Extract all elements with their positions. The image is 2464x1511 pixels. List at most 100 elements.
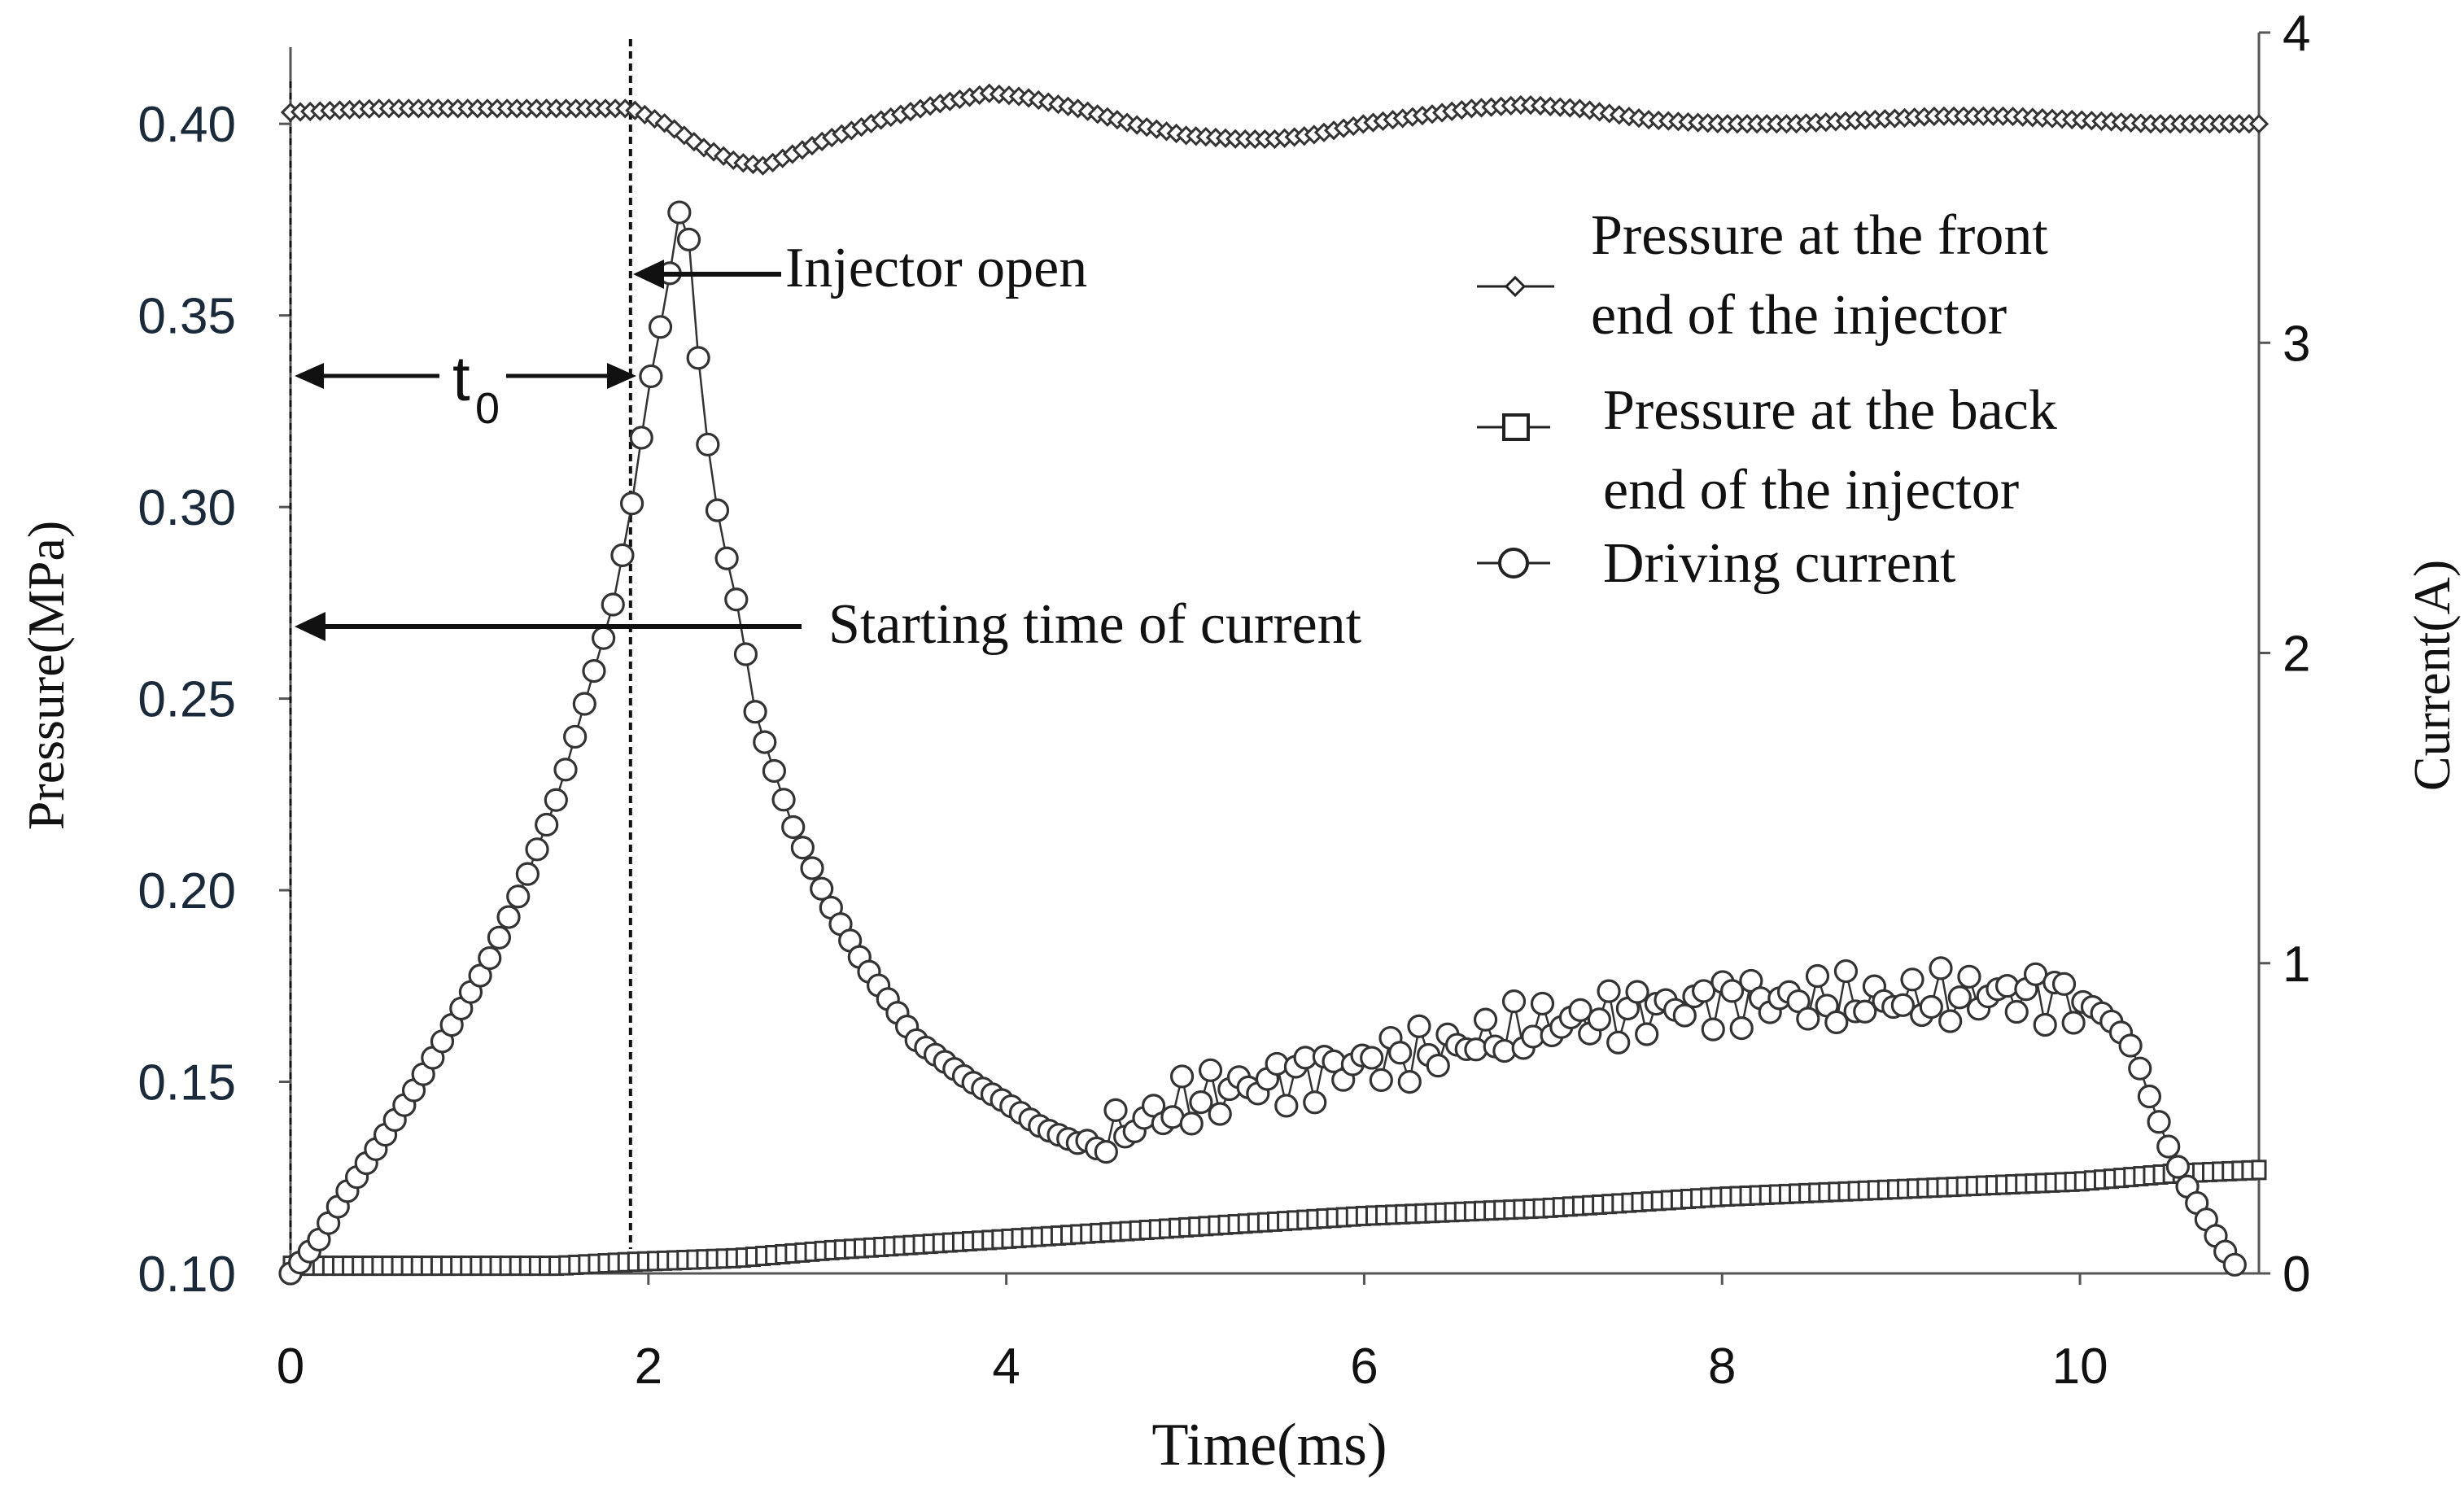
current-point	[800, 856, 824, 880]
legend: Pressure at the front end of the injecto…	[1477, 204, 2057, 595]
current-point	[639, 364, 663, 389]
current-point	[724, 587, 749, 612]
current-point	[1360, 1046, 1384, 1070]
current-point	[1397, 1070, 1422, 1094]
current-point	[506, 884, 531, 909]
t0-annotation: t 0	[295, 343, 636, 433]
current-point	[1957, 964, 1981, 989]
y-right-tick-label: 1	[2283, 937, 2310, 993]
x-axis-title: Time(ms)	[1151, 1412, 1387, 1478]
current-point	[714, 546, 739, 570]
current-point	[1169, 1064, 1195, 1089]
legend-diamond-marker	[1504, 275, 1527, 298]
current-point	[1303, 1090, 1327, 1115]
current-point	[1606, 1030, 1631, 1055]
y-left-tick-label: 0.35	[138, 289, 236, 345]
current-point	[1929, 956, 1953, 980]
current-point	[544, 788, 568, 812]
starting-time-annotation: Starting time of current	[295, 593, 1362, 656]
y-left-tick-label: 0.15	[138, 1055, 236, 1111]
current-point	[2222, 1252, 2247, 1277]
current-point	[1853, 999, 1877, 1024]
starting-time-arrow-head	[295, 612, 325, 641]
legend-item-front-pressure: Pressure at the front end of the injecto…	[1477, 204, 2048, 347]
current-point	[1208, 1102, 1232, 1126]
current-point	[2033, 1012, 2057, 1037]
current-point	[1947, 985, 1972, 1010]
current-point	[572, 692, 596, 716]
current-point	[1833, 959, 1859, 984]
legend-circle-marker	[1498, 548, 1529, 579]
current-point	[629, 426, 653, 450]
current-point	[2128, 1056, 2152, 1081]
legend-item-back-pressure: Pressure at the back end of the injector	[1477, 379, 2057, 522]
current-point	[1426, 1054, 1450, 1078]
x-tick-label: 0	[277, 1339, 304, 1395]
current-point	[810, 876, 834, 901]
current-point	[743, 700, 767, 724]
current-point	[771, 788, 796, 812]
y-right-axis-title: Current(A)	[2403, 560, 2461, 791]
current-point	[1597, 979, 1621, 1003]
t0-label: t	[452, 343, 470, 414]
current-point	[487, 925, 512, 950]
current-point	[2165, 1155, 2190, 1179]
current-point	[619, 491, 644, 516]
current-point	[705, 498, 730, 522]
current-point	[2061, 1011, 2086, 1035]
current-point	[1094, 1140, 1118, 1164]
series-front-pressure	[280, 83, 2270, 176]
current-point	[601, 592, 625, 617]
current-point	[553, 758, 578, 782]
y-right-tick-label: 3	[2283, 316, 2310, 372]
legend-front-label-line2: end of the injector	[1591, 284, 2007, 347]
current-point	[1900, 967, 1924, 992]
current-point	[535, 812, 559, 837]
injector-open-annotation: Injector open	[633, 237, 1087, 299]
y-left-axis-title: Pressure(MPa)	[17, 521, 75, 830]
current-point	[1890, 993, 1915, 1017]
back-pressure-point	[2251, 1159, 2267, 1181]
current-point	[1198, 1058, 1223, 1082]
y-left-tick-label: 0.20	[138, 863, 236, 919]
current-point	[1407, 1014, 1431, 1038]
current-point	[2147, 1110, 2171, 1134]
t0-subscript: 0	[475, 384, 500, 433]
current-point	[563, 724, 588, 749]
current-point	[1492, 1038, 1517, 1063]
starting-time-label: Starting time of current	[828, 593, 1362, 656]
current-point	[1672, 1003, 1697, 1028]
current-point	[676, 227, 701, 251]
current-point	[1824, 1010, 1849, 1034]
x-tick-label: 4	[992, 1339, 1020, 1395]
current-point	[1994, 974, 2020, 998]
x-tick-label: 8	[1708, 1339, 1736, 1395]
legend-back-label-line2: end of the injector	[1603, 459, 2019, 522]
y-right-tick-label: 4	[2283, 6, 2310, 62]
current-point	[733, 642, 758, 666]
current-point	[478, 945, 502, 971]
current-point	[2137, 1084, 2162, 1109]
current-point	[1701, 1017, 1725, 1042]
y-left-tick-label: 0.10	[138, 1247, 236, 1303]
y-right-axis-ticks: 0 1 2 3 4	[2259, 6, 2310, 1303]
current-point	[610, 543, 635, 568]
current-point	[1587, 1007, 1612, 1032]
t0-arrow-right-head	[607, 363, 636, 389]
current-point	[2118, 1033, 2143, 1058]
legend-square-marker	[1502, 413, 1530, 441]
current-point	[2051, 972, 2077, 996]
y-left-tick-label: 0.40	[138, 97, 236, 153]
current-point	[1103, 1098, 1128, 1122]
current-point	[1692, 979, 1716, 1003]
current-point	[2156, 1134, 2181, 1159]
current-point	[1530, 991, 1555, 1016]
legend-back-label-line1: Pressure at the back	[1603, 379, 2057, 442]
current-point	[1805, 963, 1830, 989]
current-point	[525, 837, 549, 862]
front-pressure-point	[2248, 114, 2270, 134]
current-point	[1369, 1068, 1393, 1092]
current-point	[696, 432, 720, 456]
current-point	[582, 659, 606, 683]
current-point	[686, 346, 710, 370]
